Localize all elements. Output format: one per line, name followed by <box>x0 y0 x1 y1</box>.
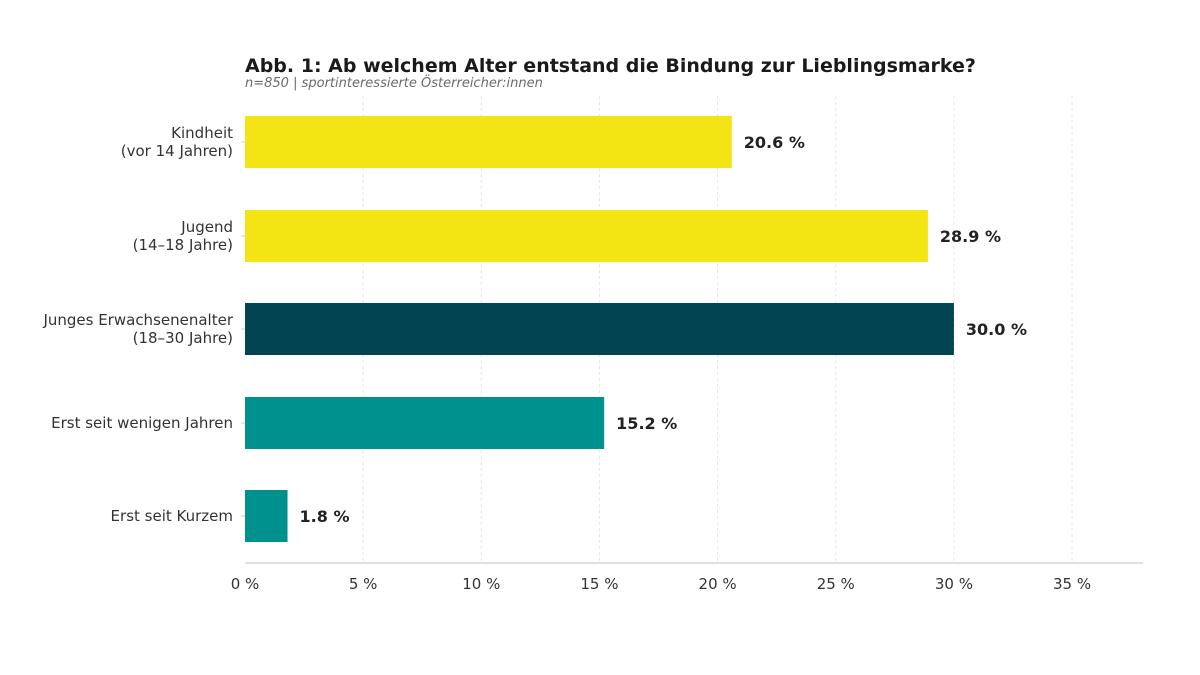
category-label-line: Kindheit <box>171 124 233 142</box>
bars <box>245 116 954 542</box>
value-label: 15.2 % <box>616 414 677 433</box>
category-label-line: Erst seit wenigen Jahren <box>51 414 233 432</box>
category-label-line: Junges Erwachsenenalter <box>42 311 233 329</box>
x-tick-label: 10 % <box>462 575 500 593</box>
x-tick-label: 0 % <box>231 575 260 593</box>
category-label-line: (14–18 Jahre) <box>133 236 233 254</box>
category-label: Erst seit wenigen Jahren <box>51 414 233 432</box>
bar <box>245 397 605 449</box>
category-label: Jugend (14–18 Jahre) <box>133 218 233 254</box>
value-label: 30.0 % <box>966 320 1027 339</box>
x-tick-label: 30 % <box>935 575 973 593</box>
bar <box>245 303 954 355</box>
x-tick-labels: 0 % 5 % 10 % 15 % 20 % 25 % 30 % 35 % <box>231 575 1091 593</box>
bar <box>245 490 288 542</box>
value-label: 20.6 % <box>744 133 805 152</box>
category-label: Kindheit (vor 14 Jahren) <box>121 124 233 160</box>
category-label: Erst seit Kurzem <box>111 507 233 525</box>
value-label: 1.8 % <box>300 507 350 526</box>
bar <box>245 116 732 168</box>
category-label-line: Erst seit Kurzem <box>111 507 233 525</box>
x-tick-label: 5 % <box>349 575 378 593</box>
category-label: Junges Erwachsenenalter (18–30 Jahre) <box>42 311 233 347</box>
category-labels: Kindheit (vor 14 Jahren) Jugend (14–18 Jahr… <box>42 124 245 525</box>
value-labels: 20.6 % 28.9 % 30.0 % 15.2 % 1.8 % <box>300 133 1027 526</box>
x-tick-label: 35 % <box>1053 575 1091 593</box>
x-tick-label: 15 % <box>580 575 618 593</box>
x-tick-label: 20 % <box>699 575 737 593</box>
category-label-line: (vor 14 Jahren) <box>121 142 233 160</box>
category-label-line: Jugend <box>180 218 233 236</box>
chart-subtitle: n=850 | sportinteressierte Österreicher:… <box>245 74 543 91</box>
x-tick-label: 25 % <box>817 575 855 593</box>
chart-title: Abb. 1: Ab welchem Alter entstand die Bi… <box>245 55 976 77</box>
category-label-line: (18–30 Jahre) <box>133 329 233 347</box>
value-label: 28.9 % <box>940 227 1001 246</box>
bar <box>245 210 928 262</box>
